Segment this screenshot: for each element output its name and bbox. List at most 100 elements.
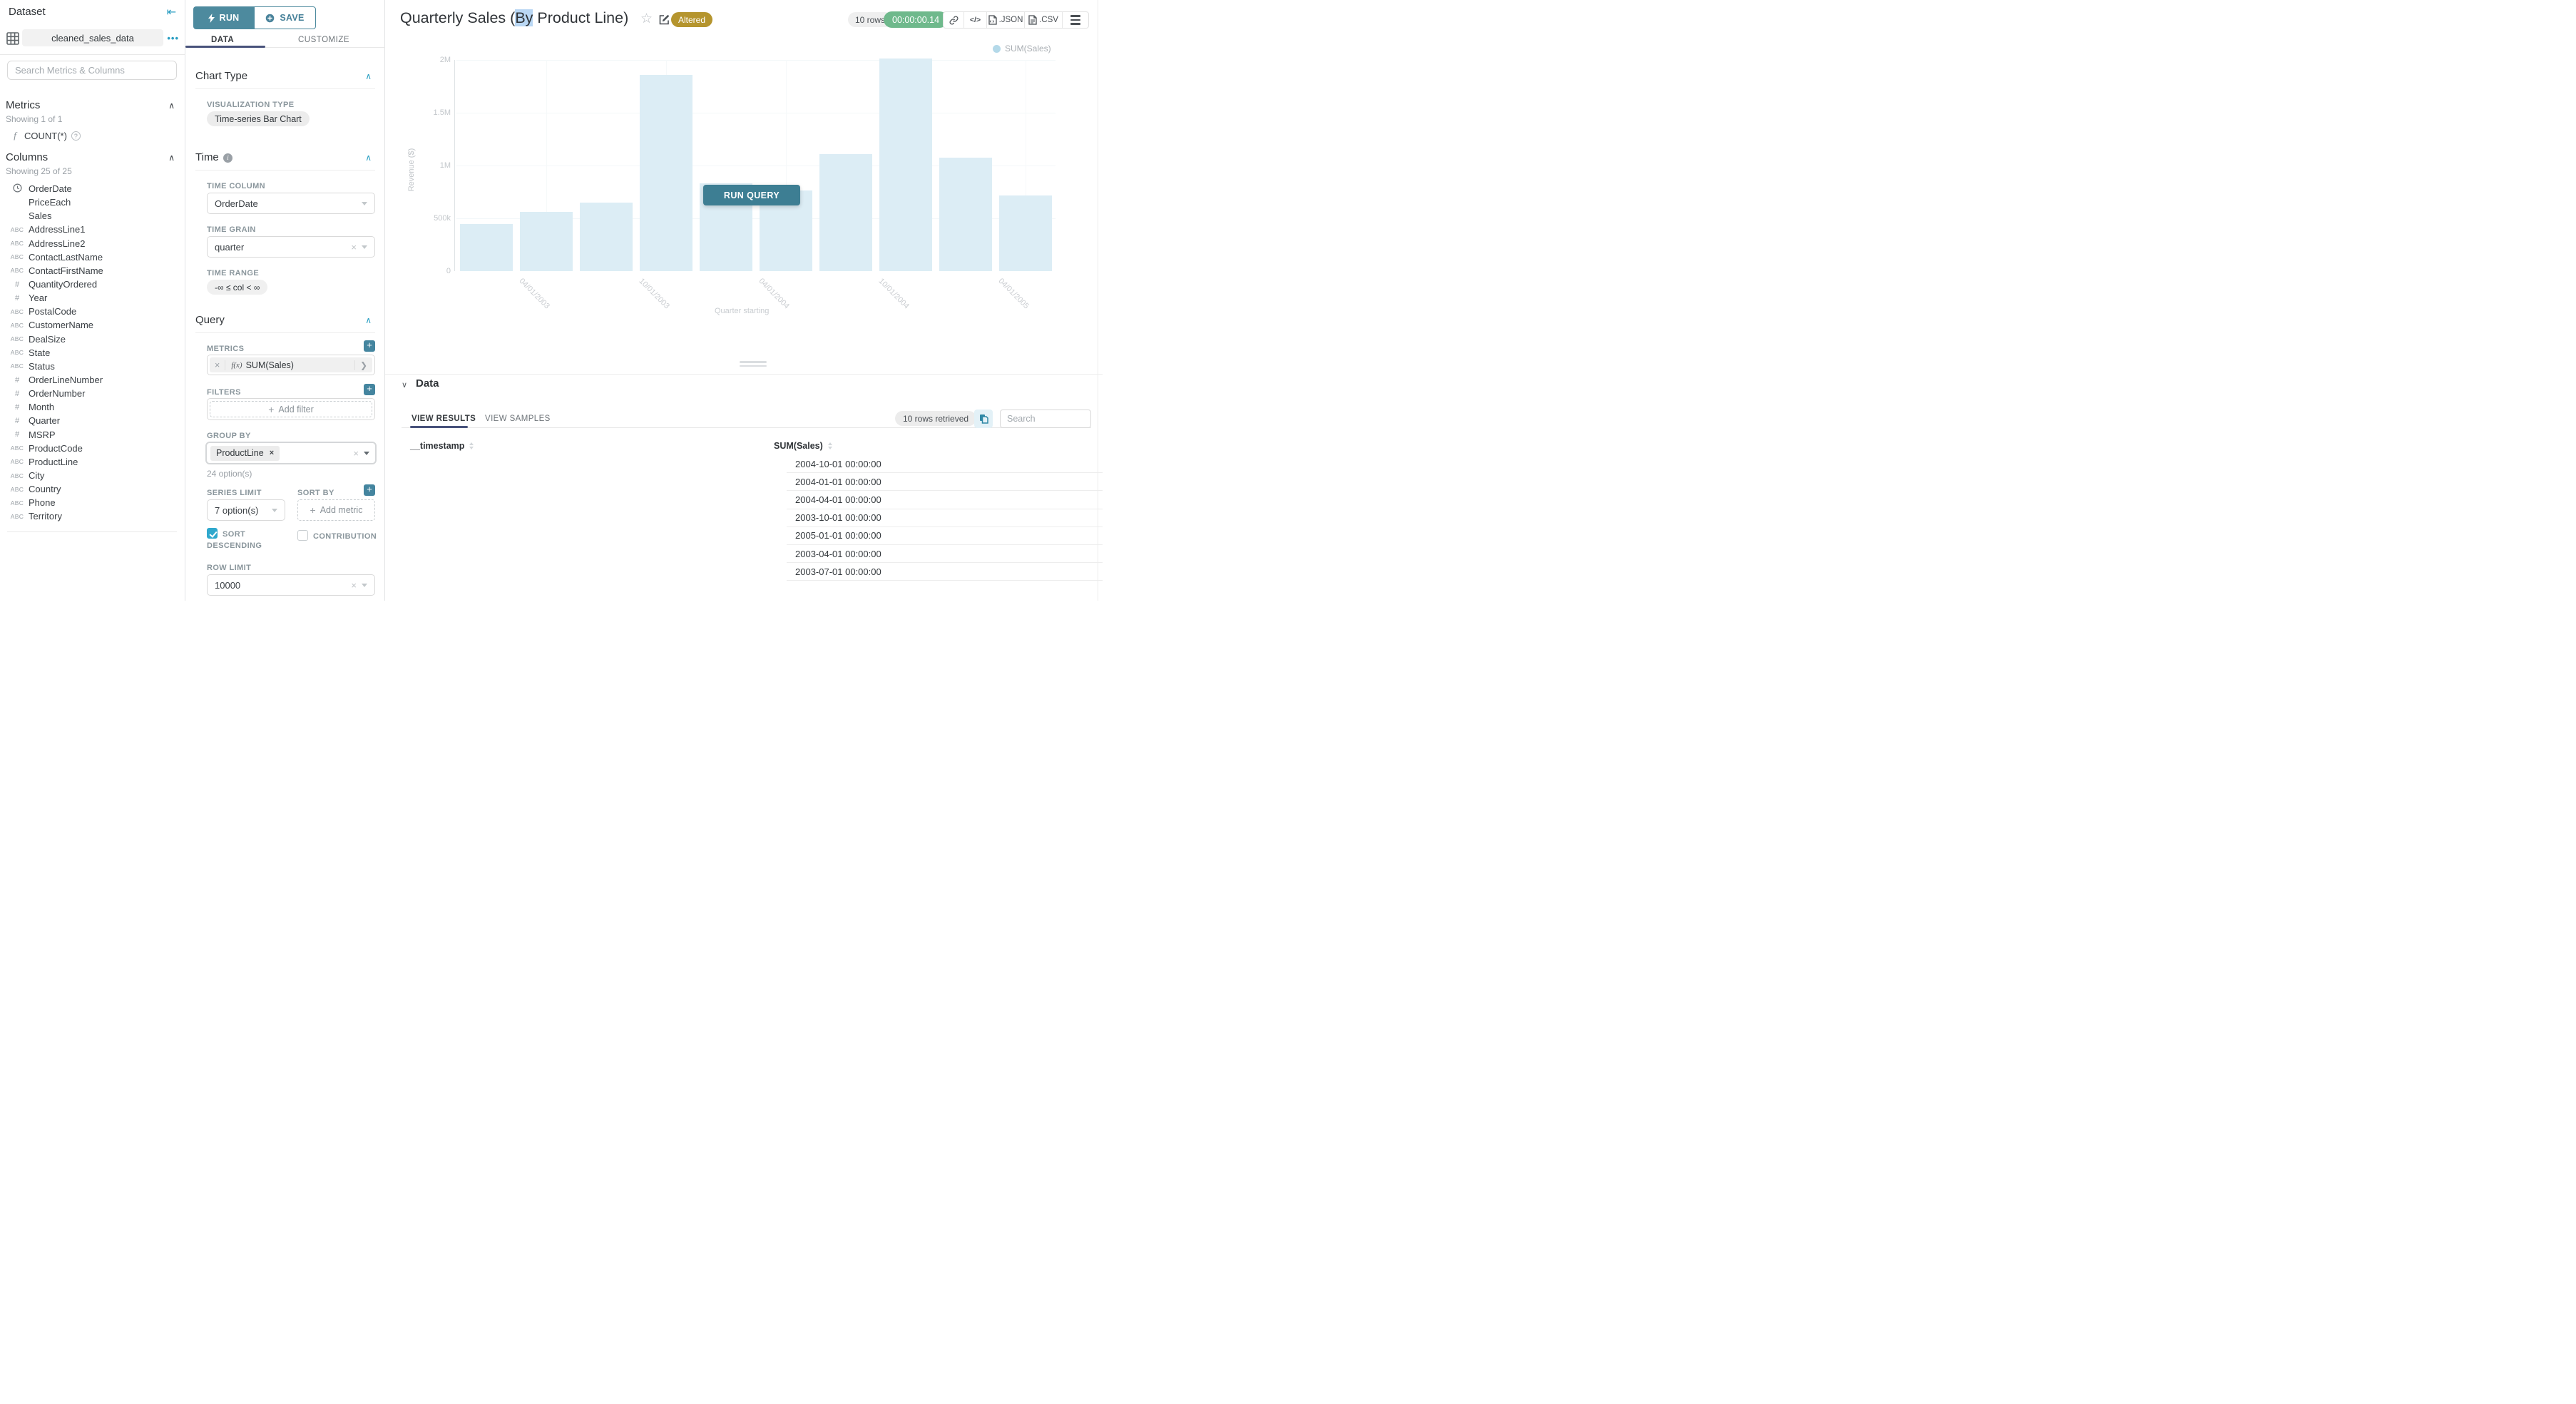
table-header-timestamp[interactable]: __timestamp (410, 441, 474, 451)
dataset-name-chip[interactable]: cleaned_sales_data (22, 29, 163, 46)
group-by-chip[interactable]: ProductLine × (210, 445, 280, 461)
edit-title-icon[interactable] (658, 14, 670, 26)
dataset-table-icon (6, 32, 19, 45)
query-collapse-icon[interactable]: ∧ (365, 315, 372, 325)
active-tab-underline (410, 426, 468, 428)
expand-icon[interactable]: ❯ (354, 360, 372, 370)
altered-badge[interactable]: Altered (671, 12, 713, 27)
copy-link-button[interactable] (944, 12, 964, 28)
sort-icon[interactable] (827, 442, 832, 449)
gridline (456, 60, 1056, 61)
sort-descending-checkbox[interactable] (207, 528, 218, 539)
add-metric-button[interactable]: + (364, 340, 375, 352)
metrics-collapse-icon[interactable]: ∧ (168, 101, 175, 111)
panel-resize-handle[interactable] (740, 361, 767, 367)
time-column-label: TIME COLUMN (207, 182, 266, 190)
tab-view-results[interactable]: VIEW RESULTS (412, 414, 476, 423)
metric-chip[interactable]: × f(x) SUM(Sales) ❯ (210, 357, 372, 372)
export-json-button[interactable]: .JSON (987, 12, 1025, 28)
column-item[interactable]: ABC Phone (6, 496, 180, 509)
column-item[interactable]: ABC DealSize (6, 332, 180, 346)
add-sort-metric-button[interactable]: + (364, 484, 375, 496)
column-item[interactable]: ABC City (6, 469, 180, 482)
column-item[interactable]: # Year (6, 291, 180, 305)
group-by-select[interactable]: ProductLine × × (205, 442, 377, 464)
metric-item[interactable]: f COUNT(*) ? (6, 130, 81, 141)
column-item[interactable]: ABC Status (6, 360, 180, 373)
sort-icon[interactable] (469, 442, 474, 449)
metrics-columns-search-input[interactable] (7, 61, 177, 80)
time-column-select[interactable]: OrderDate (207, 193, 375, 214)
column-item[interactable]: ABC AddressLine1 (6, 223, 180, 236)
column-item[interactable]: # QuantityOrdered (6, 278, 180, 291)
column-item[interactable]: # Quarter (6, 414, 180, 427)
column-item[interactable]: ABC AddressLine2 (6, 237, 180, 250)
copy-data-button[interactable] (974, 410, 993, 428)
remove-icon[interactable]: × (269, 449, 275, 457)
column-item[interactable]: ABC Territory (6, 509, 180, 523)
clear-icon[interactable]: × (351, 579, 357, 591)
column-item[interactable]: OrderDate (6, 182, 180, 195)
clear-icon[interactable]: × (353, 447, 359, 459)
add-filter-dropzone[interactable]: + Add filter (210, 401, 372, 417)
superset-explore-page: Dataset ⇤ cleaned_sales_data ••• Metrics… (0, 0, 1103, 601)
data-search-input[interactable] (1000, 410, 1091, 428)
column-item[interactable]: ABC ContactFirstName (6, 264, 180, 278)
run-query-button[interactable]: RUN QUERY (703, 185, 800, 205)
collapse-panel-icon[interactable]: ⇤ (166, 6, 176, 19)
column-item[interactable]: ABC Country (6, 482, 180, 496)
visualization-type-chip[interactable]: Time-series Bar Chart (207, 111, 310, 126)
save-button[interactable]: SAVE (254, 6, 316, 29)
favorite-star-icon[interactable]: ☆ (640, 11, 653, 26)
table-header-sum-sales[interactable]: SUM(Sales) (774, 441, 832, 451)
link-icon (949, 15, 959, 25)
tab-data[interactable]: DATA (211, 36, 235, 44)
dataset-more-icon[interactable]: ••• (167, 33, 179, 44)
row-limit-select[interactable]: 10000 × (207, 574, 375, 596)
tab-customize[interactable]: CUSTOMIZE (298, 36, 350, 44)
add-filter-button[interactable]: + (364, 384, 375, 395)
export-csv-button[interactable]: .CSV (1025, 12, 1063, 28)
time-grain-select[interactable]: quarter × (207, 236, 375, 258)
number-type-icon: # (14, 375, 20, 385)
column-item[interactable]: # Month (6, 400, 180, 414)
column-item[interactable]: # OrderNumber (6, 387, 180, 400)
column-item[interactable]: Sales (6, 209, 180, 223)
data-panel-collapse-icon[interactable]: ∨ (402, 381, 408, 390)
column-item[interactable]: ABC ProductLine (6, 455, 180, 469)
column-item[interactable]: ABC ProductCode (6, 442, 180, 455)
tab-view-samples[interactable]: VIEW SAMPLES (485, 414, 551, 423)
column-item[interactable]: ABC ContactLastName (6, 250, 180, 264)
columns-list: OrderDate PriceEach Sales ABC AddressLine1 AB… (6, 182, 180, 524)
remove-icon[interactable]: × (210, 360, 226, 370)
time-range-chip[interactable]: -∞ ≤ col < ∞ (207, 280, 268, 295)
text-type-icon: ABC (10, 472, 24, 479)
run-button[interactable]: RUN (193, 6, 254, 29)
chart-legend[interactable]: SUM(Sales) (993, 44, 1051, 54)
contribution-checkbox[interactable] (297, 530, 308, 541)
column-item[interactable]: # OrderLineNumber (6, 373, 180, 387)
time-collapse-icon[interactable]: ∧ (365, 153, 372, 163)
chart-type-collapse-icon[interactable]: ∧ (365, 71, 372, 81)
text-type-icon: ABC (10, 349, 24, 357)
column-item[interactable]: PriceEach (6, 195, 180, 209)
columns-collapse-icon[interactable]: ∧ (168, 153, 175, 163)
embed-code-button[interactable]: </> (964, 12, 987, 28)
column-item-label: PriceEach (29, 197, 71, 208)
sort-by-dropzone[interactable]: + Add metric (297, 499, 375, 521)
number-type-icon: # (14, 416, 20, 425)
file-icon (1028, 15, 1037, 25)
chart-title[interactable]: Quarterly Sales (By Product Line) (400, 9, 629, 26)
number-type-icon: # (14, 389, 20, 398)
column-item[interactable]: ABC PostalCode (6, 305, 180, 318)
column-item[interactable]: # MSRP (6, 428, 180, 442)
clear-icon[interactable]: × (351, 241, 357, 253)
more-menu-button[interactable] (1063, 12, 1088, 28)
column-item[interactable]: ABC CustomerName (6, 318, 180, 332)
visualization-type-label: VISUALIZATION TYPE (207, 101, 295, 109)
column-item-label: AddressLine2 (29, 238, 86, 249)
table-row: 2003-10-01 00:00:001860005.09 (787, 509, 1103, 527)
column-item[interactable]: ABC State (6, 346, 180, 360)
series-limit-select[interactable]: 7 option(s) (207, 499, 285, 521)
query-section: Query (195, 314, 225, 326)
